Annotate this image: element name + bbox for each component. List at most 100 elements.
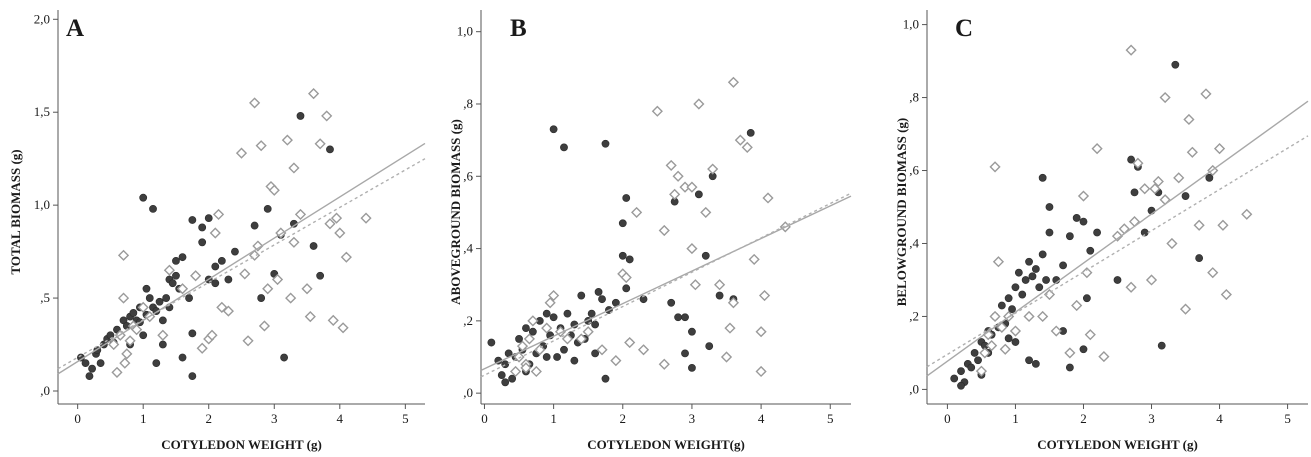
data-point-open	[1152, 175, 1164, 188]
data-point-filled	[625, 255, 634, 264]
y-axis-title: BELOWGROUND BIOMASS (g)	[894, 118, 909, 307]
data-point-open	[596, 344, 608, 356]
data-point-open	[693, 98, 705, 110]
y-tick-label: ,0	[463, 385, 473, 400]
data-point-open	[1159, 194, 1171, 206]
data-point-filled	[570, 356, 579, 365]
data-point-filled	[152, 359, 161, 368]
x-tick-label: 0	[74, 411, 81, 426]
data-point-open	[979, 347, 991, 359]
data-point-filled	[1086, 246, 1095, 255]
data-point-open	[999, 343, 1011, 355]
data-point-filled	[1045, 203, 1054, 211]
fit-line-solid	[480, 195, 852, 372]
data-point-open	[131, 324, 143, 336]
x-tick-label: 2	[620, 411, 627, 426]
data-point-filled	[81, 359, 90, 368]
data-point-filled	[560, 143, 568, 152]
data-point-open	[304, 311, 316, 323]
data-point-open	[255, 140, 267, 152]
data-point-filled	[674, 313, 683, 322]
data-point-open	[206, 329, 218, 341]
x-tick-label: 3	[1148, 411, 1155, 426]
data-point-filled	[957, 367, 965, 376]
data-point-filled	[553, 353, 561, 361]
data-point-open	[541, 322, 553, 334]
data-point-open	[575, 333, 587, 345]
data-point-open	[124, 335, 136, 347]
data-point-open	[1173, 172, 1185, 184]
data-point-open	[1241, 208, 1253, 220]
data-point-open	[544, 297, 556, 309]
data-point-open	[252, 240, 264, 252]
x-axis-title: COTYLEDON WEIGHT (g)	[1037, 437, 1198, 452]
data-point-open	[281, 134, 293, 146]
data-point-open	[235, 147, 248, 159]
data-point-open	[748, 253, 760, 266]
data-point-filled	[508, 374, 517, 383]
x-tick-label: 0	[481, 411, 488, 426]
data-point-filled	[188, 329, 197, 338]
data-point-filled	[280, 353, 288, 362]
data-point-filled	[250, 221, 259, 230]
x-tick-label: 5	[827, 411, 834, 426]
data-point-open	[686, 181, 698, 193]
data-point-open	[119, 357, 131, 369]
y-tick-label: ,4	[909, 235, 919, 250]
data-point-filled	[591, 320, 600, 329]
data-point-open	[294, 208, 307, 221]
data-point-filled	[487, 338, 496, 347]
data-point-open	[1200, 88, 1212, 100]
data-point-filled	[139, 193, 148, 202]
data-point-filled	[1038, 250, 1047, 259]
x-tick-label: 1	[140, 411, 147, 426]
data-point-open	[108, 338, 120, 351]
data-point-filled	[501, 378, 510, 387]
data-point-filled	[198, 223, 207, 232]
data-point-filled	[681, 349, 689, 358]
data-point-open	[1149, 183, 1161, 195]
data-point-open	[1050, 325, 1062, 337]
data-point-filled	[1045, 228, 1054, 237]
data-point-open	[727, 297, 740, 309]
data-point-filled	[106, 331, 115, 340]
data-point-filled	[1042, 276, 1050, 284]
data-point-open	[137, 301, 149, 313]
data-point-filled	[145, 294, 154, 302]
data-point-filled	[542, 309, 551, 318]
data-point-filled	[705, 342, 714, 351]
data-point-filled	[231, 247, 239, 256]
data-point-filled	[204, 214, 213, 223]
data-point-filled	[563, 309, 572, 318]
data-point-open	[216, 301, 228, 313]
data-point-open	[714, 279, 726, 291]
data-point-filled	[155, 297, 164, 306]
data-point-filled	[142, 284, 151, 293]
data-point-filled	[1082, 294, 1091, 303]
x-tick-label: 1	[550, 411, 557, 426]
data-point-filled	[1127, 155, 1136, 164]
data-point-filled	[296, 112, 305, 120]
data-point-open	[1193, 219, 1205, 231]
data-point-open	[321, 110, 333, 122]
data-point-open	[176, 283, 189, 295]
data-point-filled	[601, 374, 610, 383]
data-point-open	[337, 322, 349, 334]
data-point-open	[582, 326, 594, 338]
data-point-filled	[1008, 305, 1016, 314]
panel-letter: C	[955, 15, 973, 42]
data-point-filled	[681, 313, 689, 322]
data-point-open	[530, 365, 542, 378]
data-point-open	[700, 206, 712, 219]
data-point-filled	[694, 190, 703, 199]
x-tick-label: 0	[944, 411, 951, 426]
panel-letter: B	[510, 15, 527, 42]
data-point-open	[301, 283, 313, 295]
data-point-filled	[997, 301, 1006, 310]
x-tick-label: 5	[402, 411, 409, 426]
data-point-filled	[1004, 294, 1013, 303]
data-point-filled	[185, 294, 193, 302]
data-point-filled	[528, 327, 537, 336]
data-point-filled	[1011, 338, 1020, 346]
data-point-filled	[326, 145, 334, 154]
